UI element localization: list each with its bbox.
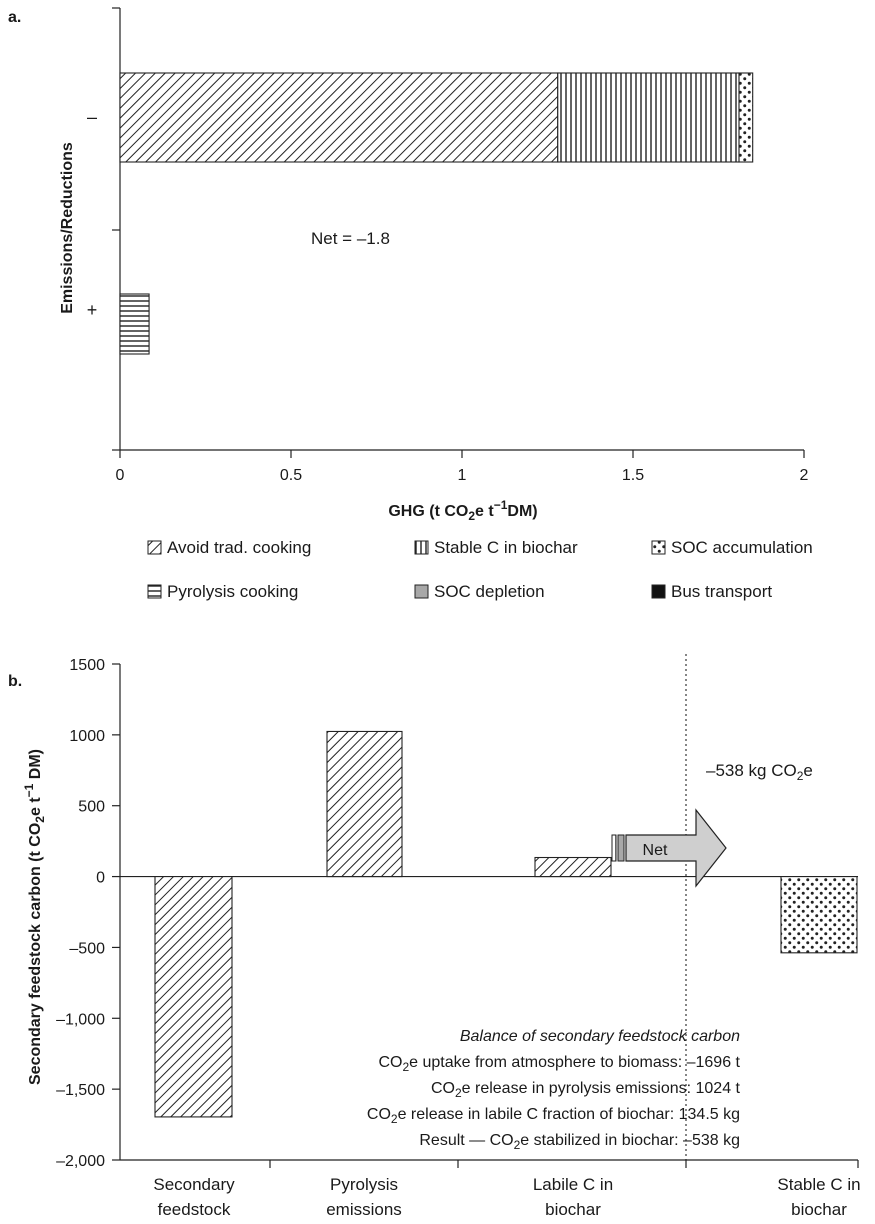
legend-label: Stable C in biochar: [434, 538, 578, 557]
bar-diag: [119, 72, 559, 163]
panel-b-category-label: emissions: [326, 1200, 402, 1219]
panel-b-y-tick-label: –1,500: [56, 1082, 105, 1099]
legend-label: Bus transport: [671, 582, 772, 601]
arrow-stable-c-marker: [611, 834, 617, 862]
panel-b-label: b.: [8, 673, 22, 690]
panel-b-category-label: biochar: [791, 1200, 847, 1219]
bar-diag: [326, 730, 403, 878]
panel-a-x-tick-label: 2: [800, 467, 809, 484]
panel-b-y-tick-label: 1000: [69, 728, 105, 745]
panel-b-y-tick-label: –2,000: [56, 1153, 105, 1170]
panel-a: a. 0 0.5 1 1.5 2 – + Emissions/Reductions Ne…: [8, 7, 813, 601]
legend-label: SOC depletion: [434, 582, 545, 601]
panel-b-y-ticks: 1500 1000 500 0 –500 –1,000 –1,500 –2,000: [56, 657, 120, 1170]
panel-a-bars: [119, 72, 754, 355]
legend-swatch-dots: [651, 540, 666, 555]
balance-line-labile: CO2e release in labile C fraction of bio…: [367, 1106, 740, 1126]
panel-a-x-tick-label: 1: [458, 467, 467, 484]
balance-line-pyrolysis: CO2e release in pyrolysis emissions: 102…: [431, 1080, 741, 1100]
panel-a-x-tick-label: 1.5: [622, 467, 644, 484]
legend-swatch-black: [651, 584, 666, 599]
legend-swatch-diag: [147, 540, 162, 555]
panel-a-x-axis-label: GHG (t CO2e t−1DM): [388, 498, 537, 523]
net-arrow-label: Net: [643, 842, 668, 859]
panel-a-category-minus: –: [87, 107, 97, 127]
panel-b-x-labels: Secondary feedstock Pyrolysis emissions Labi…: [153, 1175, 860, 1219]
panel-b-category-label: feedstock: [158, 1200, 231, 1219]
panel-a-label: a.: [8, 9, 21, 26]
panel-b-category-label: Labile C in: [533, 1175, 613, 1194]
arrow-soc-marker: [617, 834, 625, 862]
net-value-label: –538 kg CO2e: [706, 761, 813, 783]
balance-line-uptake: CO2e uptake from atmosphere to biomass: …: [378, 1054, 740, 1074]
legend-swatch-hlines: [147, 584, 162, 599]
panel-a-x-ticks: 0 0.5 1 1.5 2: [116, 450, 809, 484]
panel-b-category-label: Secondary: [153, 1175, 235, 1194]
panel-a-net-annotation: Net = –1.8: [311, 229, 390, 248]
panel-b-y-tick-label: –1,000: [56, 1011, 105, 1028]
panel-b-category-label: Stable C in: [777, 1175, 860, 1194]
legend-label: SOC accumulation: [671, 538, 813, 557]
bar-vlines: [557, 72, 740, 163]
panel-a-x-tick-label: 0.5: [280, 467, 302, 484]
legend-label: Avoid trad. cooking: [167, 538, 311, 557]
balance-title: Balance of secondary feedstock carbon: [460, 1028, 740, 1045]
panel-b-y-tick-label: 1500: [69, 657, 105, 674]
panel-a-legend: Avoid trad. cooking Stable C in biochar SO…: [147, 538, 813, 601]
balance-line-result: Result — CO2e stabilized in biochar: –53…: [419, 1132, 740, 1152]
panel-b-x-separators: [269, 1160, 859, 1168]
balance-box: Balance of secondary feedstock carbon CO…: [367, 1028, 741, 1152]
panel-b: b. 1500 1000 500 0 –500 –1,000 –1,500 –2,000 Se…: [8, 654, 861, 1219]
legend-label: Pyrolysis cooking: [167, 582, 298, 601]
legend-swatch-gray: [414, 584, 429, 599]
panel-b-y-tick-label: 500: [78, 799, 105, 816]
net-arrow: [625, 808, 727, 888]
bar-hlines: [119, 293, 150, 355]
panel-b-y-tick-label: 0: [96, 870, 105, 887]
panel-a-x-tick-label: 0: [116, 467, 125, 484]
bar-dots: [780, 876, 858, 954]
bar-diag: [154, 876, 233, 1118]
bar-diag: [534, 856, 612, 878]
panel-b-category-label: biochar: [545, 1200, 601, 1219]
legend-swatch-vlines: [414, 540, 429, 555]
panel-a-y-axis-label: Emissions/Reductions: [59, 142, 76, 314]
panel-b-y-axis-label: Secondary feedstock carbon (t CO2e t−1 D…: [22, 749, 47, 1085]
panel-b-category-label: Pyrolysis: [330, 1175, 398, 1194]
panel-b-bars: [154, 730, 858, 1118]
panel-b-y-tick-label: –500: [69, 940, 105, 957]
panel-a-category-plus: +: [87, 300, 98, 320]
bar-dots: [738, 72, 754, 163]
